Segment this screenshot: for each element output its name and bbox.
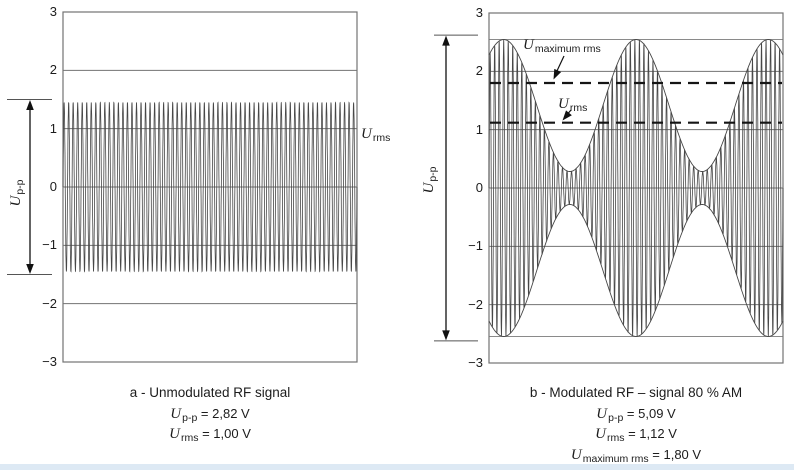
y-tick-label: −3 <box>468 355 483 370</box>
urms-subscript: rms <box>606 432 625 444</box>
y-tick-label: 1 <box>49 120 57 136</box>
urms-symbol: U <box>558 96 569 112</box>
upp-subscript: p-p <box>608 411 624 424</box>
umaxrms-marker-label: Umaximum rms <box>523 36 601 55</box>
y-tick-label: −1 <box>468 238 483 254</box>
y-tick-label: 3 <box>475 5 483 20</box>
panel-a-caption-block: a - Unmodulated RF signal Up-p = 2,82 V … <box>63 383 357 445</box>
upp-symbol: U <box>8 195 24 207</box>
rf-waveform <box>488 39 784 337</box>
upp-subscript: p-p <box>427 166 439 182</box>
pp-arrowhead-down <box>26 264 34 274</box>
pp-arrowhead-down <box>442 330 450 341</box>
umaxrms-symbol: U <box>570 446 582 463</box>
urms-subscript: rms <box>569 102 588 114</box>
panel-b-caption-block: b - Modulated RF – signal 80 % AM Up-p =… <box>489 383 783 465</box>
panel-a-urms-value: Urms = 1,00 V <box>63 424 357 445</box>
y-tick-label: −3 <box>42 354 57 369</box>
umaxrms-value-text: = 1,80 V <box>648 446 702 462</box>
urms-symbol: U <box>169 426 180 442</box>
urms-marker-label-left: Urms <box>361 125 391 144</box>
urms-symbol: U <box>361 126 372 142</box>
umaxrms-subscript: maximum rms <box>582 452 649 465</box>
y-tick-label: 0 <box>475 180 483 195</box>
y-tick-label: −2 <box>42 295 57 311</box>
upp-value-text: = 2,82 V <box>197 405 250 421</box>
upp-symbol: U <box>170 405 182 422</box>
y-tick-label: −1 <box>42 237 57 253</box>
upp-subscript: p-p <box>182 411 198 424</box>
bottom-strip <box>0 464 794 470</box>
urms-symbol: U <box>595 426 606 442</box>
urms-value-text: = 1,12 V <box>624 426 677 441</box>
umaxrms-subscript: maximum rms <box>534 43 601 55</box>
umaxrms-pointer-line <box>555 55 565 74</box>
urms-subscript: rms <box>180 432 199 444</box>
urms-subscript: rms <box>372 132 391 144</box>
panel-b-title: b - Modulated RF – signal 80 % AM <box>529 385 743 400</box>
pp-arrowhead-up <box>26 100 34 110</box>
upp-axis-label-right: Up-p <box>420 158 439 202</box>
y-tick-label: −2 <box>468 296 483 312</box>
y-tick-label: 2 <box>475 63 483 79</box>
pp-arrowhead-up <box>442 35 450 46</box>
panel-b-upp-value: Up-p = 5,09 V <box>489 404 783 425</box>
y-tick-label: 0 <box>49 179 57 194</box>
panel-b-umaxrms-value: Umaximum rms = 1,80 V <box>489 445 783 466</box>
panel-a-upp-value: Up-p = 2,82 V <box>63 404 357 425</box>
urms-value-text: = 1,00 V <box>198 426 251 441</box>
panel-a-title: a - Unmodulated RF signal <box>129 385 291 400</box>
modulation-envelope <box>488 204 784 337</box>
panel-b-urms-value: Urms = 1,12 V <box>489 424 783 445</box>
y-tick-label: 2 <box>49 62 57 78</box>
urms-marker-label-right: Urms <box>558 95 588 114</box>
modulation-envelope <box>488 39 784 172</box>
urms-pointer-head <box>562 110 572 121</box>
umaxrms-pointer-head <box>553 68 562 80</box>
rf-waveform <box>62 101 358 273</box>
y-tick-label: 1 <box>475 121 483 137</box>
y-tick-label: 3 <box>49 4 57 19</box>
upp-symbol: U <box>421 182 437 194</box>
upp-symbol: U <box>596 405 608 422</box>
umaxrms-symbol: U <box>523 37 534 53</box>
upp-value-text: = 5,09 V <box>623 405 676 421</box>
